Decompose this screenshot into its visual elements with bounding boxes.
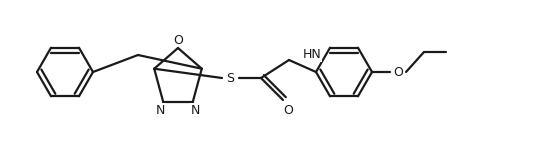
Text: S: S [226,72,234,84]
Text: N: N [191,104,200,117]
Text: O: O [393,66,403,78]
Text: O: O [283,103,293,117]
Text: HN: HN [303,48,322,62]
Text: N: N [156,104,165,117]
Text: O: O [173,33,183,46]
